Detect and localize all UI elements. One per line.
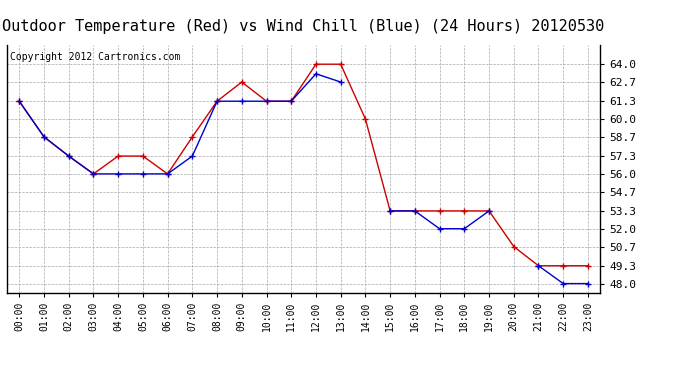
Text: Copyright 2012 Cartronics.com: Copyright 2012 Cartronics.com	[10, 53, 180, 62]
Text: Outdoor Temperature (Red) vs Wind Chill (Blue) (24 Hours) 20120530: Outdoor Temperature (Red) vs Wind Chill …	[3, 19, 604, 34]
